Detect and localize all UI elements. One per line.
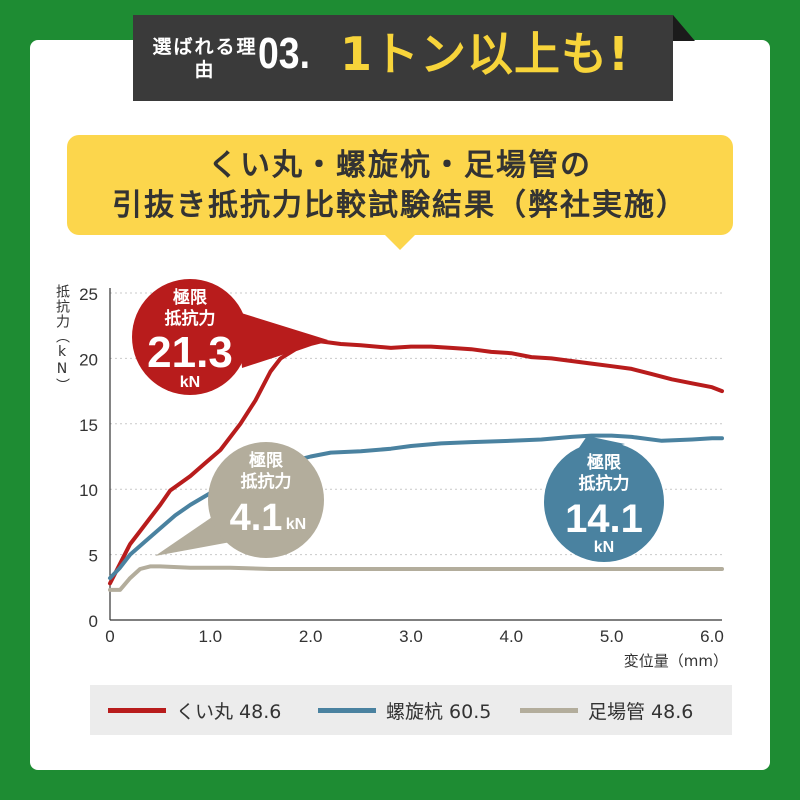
chart-title-box xyxy=(67,135,733,235)
legend-item-rasenkui: 螺旋杭 60.5 xyxy=(318,685,491,735)
x-tick-label: 3.0 xyxy=(399,627,423,646)
header-fold-corner xyxy=(673,15,695,41)
annotation-label-2-rasenkui: 抵抗力 xyxy=(579,473,630,494)
title-pointer xyxy=(384,234,416,250)
x-tick-label: 0 xyxy=(105,627,114,646)
legend-swatch-rasenkui xyxy=(318,707,376,713)
annotation-label-2-kuimaru: 抵抗力 xyxy=(165,308,216,329)
y-tick-label: 20 xyxy=(79,350,98,369)
x-axis-label: 変位量（mm） xyxy=(624,652,728,670)
annotation-bubble-kuimaru xyxy=(132,279,248,395)
annotation-unit-kuimaru: kN xyxy=(180,374,200,391)
annotation-bubble-ashibakan xyxy=(208,442,324,558)
annotation-unit-rasenkui: kN xyxy=(594,539,614,556)
x-tick-label: 4.0 xyxy=(499,627,523,646)
y-tick-label: 25 xyxy=(79,285,98,304)
x-tick-label: 1.0 xyxy=(199,627,223,646)
annotation-unit-ashibakan: kN xyxy=(286,516,306,533)
annotation-pointer-kuimaru xyxy=(238,312,328,368)
x-tick-label: 2.0 xyxy=(299,627,323,646)
annotation-value-kuimaru: 21.3 xyxy=(147,328,233,377)
legend-label-rasenkui: 螺旋杭 60.5 xyxy=(386,700,492,723)
y-tick-label: 0 xyxy=(89,612,98,631)
reason-number: 03. xyxy=(258,29,310,78)
annotation-label-2-ashibakan: 抵抗力 xyxy=(241,471,292,492)
y-tick-label: 5 xyxy=(89,547,98,566)
legend-swatch-ashibakan xyxy=(520,707,578,713)
legend-label-ashibakan: 足場管 48.6 xyxy=(588,700,694,723)
annotation-label-1-ashibakan: 極限 xyxy=(249,450,283,471)
x-tick-label: 5.0 xyxy=(600,627,624,646)
legend-item-kuimaru: くい丸 48.6 xyxy=(108,685,281,735)
annotation-label-1-rasenkui: 極限 xyxy=(587,452,621,473)
y-tick-label: 10 xyxy=(79,481,98,500)
legend-swatch-kuimaru xyxy=(108,707,166,713)
series-line-rasenkui xyxy=(108,433,724,581)
chart-title-line-1: くい丸・螺旋杭・足場管の xyxy=(208,148,592,183)
y-axis-label: 抵抗力（kN） xyxy=(54,284,70,393)
legend-item-ashibakan: 足場管 48.6 xyxy=(520,685,693,735)
y-tick-label: 15 xyxy=(79,416,98,435)
legend xyxy=(90,685,732,735)
series-line-ashibakan xyxy=(108,564,724,592)
reason-label: 選ばれる理由 xyxy=(152,36,258,81)
x-tick-label: 6.0 xyxy=(700,627,724,646)
reason-headline: 1トン以上も! xyxy=(340,27,630,81)
annotation-bubble-rasenkui xyxy=(544,442,664,562)
annotation-value-ashibakan: 4.1 xyxy=(230,497,283,539)
annotation-value-rasenkui: 14.1 xyxy=(565,497,643,541)
series-line-kuimaru xyxy=(108,339,724,586)
annotation-label-1-kuimaru: 極限 xyxy=(173,287,207,308)
chart-title-line-2: 引抜き抵抗力比較試験結果（弊社実施） xyxy=(112,188,688,223)
header-banner xyxy=(133,15,673,101)
legend-label-kuimaru: くい丸 48.6 xyxy=(176,700,282,723)
